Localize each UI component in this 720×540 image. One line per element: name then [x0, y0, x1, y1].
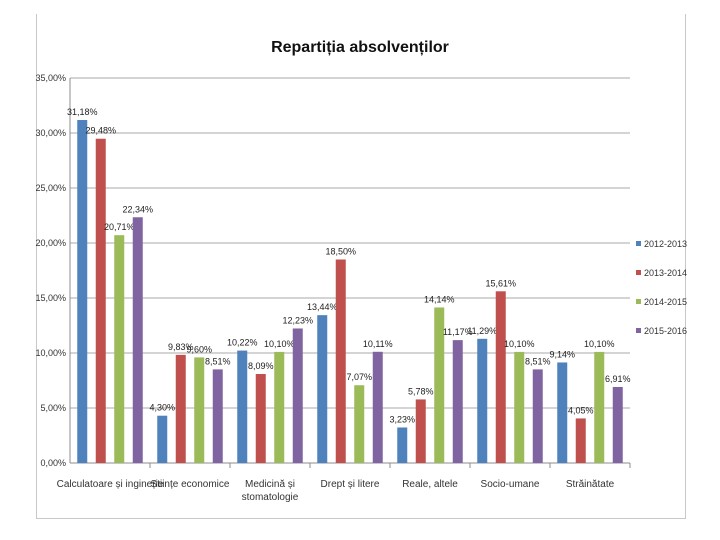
bar-2015-2016[interactable] — [612, 386, 623, 463]
data-label: 8,51% — [525, 356, 551, 366]
bar-2013-2014[interactable] — [495, 291, 506, 463]
x-category-label: stomatologie — [242, 492, 299, 503]
data-label: 31,18% — [67, 107, 98, 117]
x-category-label: Drept și litere — [321, 479, 380, 490]
legend-swatch — [636, 299, 641, 304]
bar-2015-2016[interactable] — [132, 217, 143, 463]
bar-2015-2016[interactable] — [292, 328, 303, 463]
legend-label: 2012-2013 — [644, 239, 687, 249]
bar-2015-2016[interactable] — [532, 369, 543, 463]
y-tick-label: 25,00% — [35, 183, 66, 193]
x-category-label: Străinătate — [566, 479, 615, 490]
data-label: 11,17% — [443, 327, 473, 337]
bar-2012-2013[interactable] — [477, 338, 488, 463]
legend-swatch — [636, 241, 641, 246]
data-label: 7,07% — [346, 372, 372, 382]
bar-2015-2016[interactable] — [452, 340, 463, 463]
bar-2013-2014[interactable] — [415, 399, 426, 463]
legend-label: 2014-2015 — [644, 297, 687, 307]
data-label: 9,14% — [549, 349, 575, 359]
bar-2012-2013[interactable] — [157, 415, 168, 463]
data-label: 10,10% — [504, 339, 535, 349]
legend-swatch — [636, 328, 641, 333]
data-label: 13,44% — [307, 302, 338, 312]
chart-frame — [36, 14, 686, 519]
legend-swatch — [636, 270, 641, 275]
bar-2013-2014[interactable] — [575, 418, 586, 463]
bar-2013-2014[interactable] — [255, 374, 266, 463]
data-label: 10,22% — [227, 338, 258, 348]
data-label: 29,48% — [85, 126, 116, 136]
bar-2015-2016[interactable] — [372, 351, 383, 463]
chart-title: Repartiția absolvenților — [271, 39, 449, 56]
bar-2014-2015[interactable] — [434, 307, 445, 463]
data-label: 9,83% — [168, 342, 194, 352]
data-label: 4,30% — [149, 403, 175, 413]
x-category-label: Medicină și — [245, 479, 295, 490]
data-label: 8,51% — [205, 356, 231, 366]
bar-2013-2014[interactable] — [335, 259, 346, 464]
data-label: 15,61% — [485, 278, 516, 288]
y-tick-label: 30,00% — [35, 128, 66, 138]
bar-2014-2015[interactable] — [354, 385, 365, 463]
data-label: 14,14% — [424, 294, 455, 304]
legend-label: 2015-2016 — [644, 326, 687, 336]
bar-2012-2013[interactable] — [237, 350, 248, 463]
data-label: 12,23% — [282, 315, 313, 325]
data-label: 10,10% — [264, 339, 295, 349]
x-category-label: Calculatoare și inginerie — [57, 479, 164, 490]
bar-2013-2014[interactable] — [95, 138, 106, 463]
bar-2012-2013[interactable] — [557, 362, 568, 463]
x-category-label: Reale, altele — [402, 479, 458, 490]
data-label: 4,05% — [568, 405, 594, 415]
x-category-label: Științe economice — [151, 479, 230, 490]
bar-2012-2013[interactable] — [77, 120, 88, 464]
data-label: 3,23% — [389, 414, 415, 424]
data-label: 18,50% — [325, 247, 356, 257]
data-label: 5,78% — [408, 386, 434, 396]
data-label: 10,11% — [363, 339, 393, 349]
y-tick-label: 5,00% — [40, 403, 66, 413]
bar-2014-2015[interactable] — [594, 351, 605, 463]
y-tick-label: 20,00% — [35, 238, 66, 248]
data-label: 20,71% — [104, 222, 135, 232]
y-tick-label: 35,00% — [35, 73, 66, 83]
y-tick-label: 10,00% — [35, 348, 66, 358]
bar-2014-2015[interactable] — [514, 351, 525, 463]
bar-2015-2016[interactable] — [212, 369, 223, 463]
bar-2012-2013[interactable] — [317, 315, 328, 463]
data-label: 6,91% — [605, 374, 631, 384]
data-label: 8,09% — [248, 361, 274, 371]
bar-2014-2015[interactable] — [274, 351, 285, 463]
legend-label: 2013-2014 — [644, 268, 687, 278]
data-label: 10,10% — [584, 339, 615, 349]
data-label: 22,34% — [122, 204, 153, 214]
bar-2013-2014[interactable] — [175, 354, 186, 463]
y-tick-label: 0,00% — [40, 458, 66, 468]
bar-2014-2015[interactable] — [114, 235, 125, 463]
bar-2012-2013[interactable] — [397, 427, 408, 463]
y-tick-label: 15,00% — [35, 293, 66, 303]
data-label: 11,29% — [467, 326, 497, 336]
x-category-label: Socio-umane — [481, 479, 540, 490]
bar-2014-2015[interactable] — [194, 357, 205, 463]
data-label: 9,60% — [186, 344, 212, 354]
